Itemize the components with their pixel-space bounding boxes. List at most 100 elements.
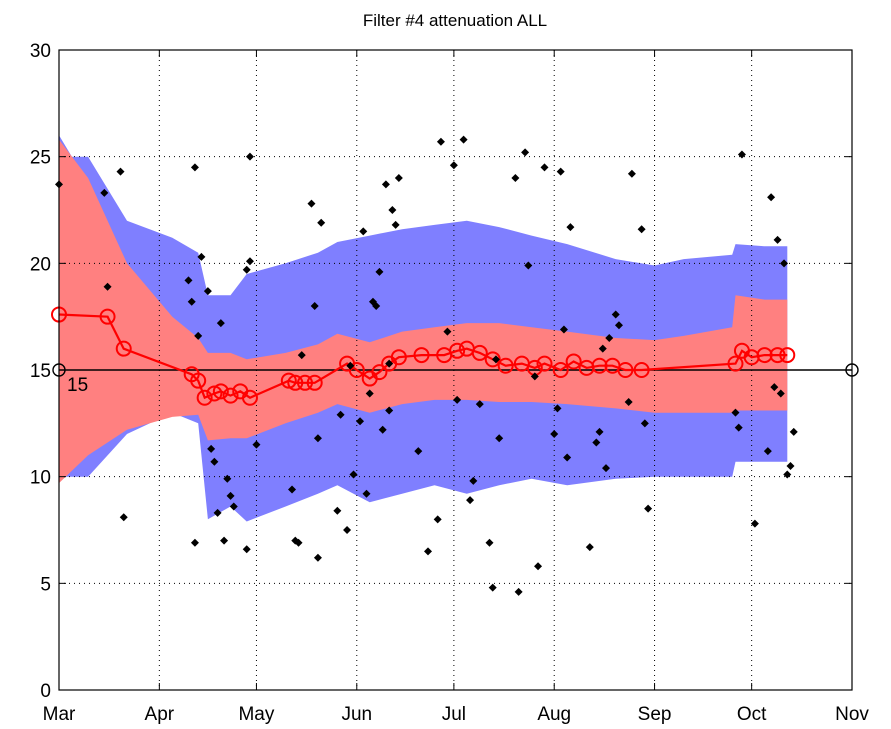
- scatter-point: [119, 513, 128, 522]
- scatter-point: [495, 434, 504, 443]
- scatter-point: [288, 485, 297, 494]
- x-tick-label: Jun: [341, 704, 372, 725]
- y-tick-label: 30: [30, 41, 51, 62]
- scatter-point: [346, 361, 355, 370]
- scatter-point: [514, 587, 523, 596]
- mean-point: [617, 362, 634, 378]
- scatter-point: [423, 547, 432, 556]
- mean-point: [390, 349, 407, 366]
- mean-point: [280, 372, 297, 389]
- scatter-point: [385, 406, 394, 415]
- scatter-point: [242, 265, 251, 274]
- y-tick-label: 20: [30, 254, 51, 275]
- scatter-point: [242, 545, 251, 554]
- scatter-point: [786, 462, 795, 470]
- axes-layer: Mar Apr May Jun Jul Aug Sep Oct Nov 0 5 10 15 20 25 30: [30, 41, 870, 725]
- scatter-point: [637, 225, 646, 234]
- scatter-point: [356, 417, 365, 426]
- mean-point: [552, 362, 569, 378]
- scatter-point: [614, 321, 623, 330]
- y-tick-label: 0: [40, 681, 51, 702]
- scatter-point: [475, 400, 484, 409]
- scatter-point: [378, 425, 387, 434]
- scatter-point: [605, 334, 614, 342]
- scatter-point: [644, 504, 653, 513]
- mean-point: [348, 362, 365, 378]
- mean-point: [206, 385, 223, 402]
- mean-point: [727, 355, 744, 372]
- scatter-point: [598, 344, 607, 353]
- scatter-layer: [55, 135, 798, 596]
- mean-point: [371, 364, 388, 381]
- mean-point: [591, 357, 608, 374]
- scatter-point: [585, 543, 594, 552]
- scatter-point: [466, 496, 475, 505]
- scatter-point: [372, 302, 381, 310]
- mean-point: [190, 372, 207, 389]
- scatter-point: [750, 519, 759, 528]
- mean-point: [212, 383, 229, 400]
- scatter-point: [540, 163, 549, 172]
- scatter-point: [194, 331, 203, 340]
- x-tick-label: Nov: [835, 704, 869, 725]
- scatter-point: [521, 148, 530, 157]
- scatter-point: [207, 444, 216, 453]
- scatter-point: [116, 167, 125, 176]
- scatter-point: [449, 161, 458, 170]
- scatter-point: [433, 515, 442, 524]
- scatter-point: [100, 188, 109, 197]
- x-tick-label: May: [238, 704, 274, 725]
- mean-point: [196, 389, 213, 406]
- scatter-point: [530, 372, 539, 381]
- scatter-point: [488, 583, 497, 592]
- y-tick-label: 25: [30, 148, 51, 169]
- scatter-point: [388, 206, 397, 214]
- scatter-point: [229, 502, 238, 511]
- mean-point: [779, 347, 796, 364]
- scatter-point: [310, 302, 319, 310]
- scatter-point: [602, 464, 611, 473]
- scatter-point: [210, 457, 219, 466]
- reference-label: 15: [67, 375, 88, 396]
- scatter-point: [385, 359, 394, 368]
- scatter-point: [336, 410, 345, 419]
- scatter-point: [767, 193, 776, 202]
- mean-point: [565, 353, 582, 370]
- scatter-point: [737, 150, 746, 159]
- scatter-point: [414, 447, 423, 456]
- scatter-point: [524, 261, 533, 270]
- scatter-point: [223, 474, 232, 483]
- y-tick-label: 10: [30, 468, 51, 489]
- x-tick-label: Jul: [442, 704, 466, 725]
- scatter-point: [394, 174, 403, 182]
- scatter-point: [763, 447, 772, 456]
- mean-point: [241, 389, 258, 406]
- scatter-point: [313, 553, 322, 562]
- scatter-point: [595, 427, 604, 436]
- scatter-point: [103, 282, 112, 291]
- scatter-point: [592, 438, 601, 447]
- mean-line: [58, 313, 788, 400]
- x-tick-label: Oct: [737, 704, 767, 725]
- scatter-point: [245, 152, 254, 161]
- mean-point: [471, 344, 488, 361]
- mean-point: [769, 347, 786, 364]
- scatter-point: [333, 506, 342, 515]
- scatter-point: [770, 383, 779, 392]
- scatter-point: [365, 389, 374, 398]
- scatter-point: [203, 287, 212, 296]
- scatter-point: [459, 135, 468, 144]
- scatter-point: [624, 398, 633, 406]
- scatter-point: [294, 538, 303, 547]
- scatter-point: [773, 235, 782, 244]
- mean-point: [99, 308, 116, 325]
- chart-title: Filter #4 attenuation ALL: [363, 11, 547, 30]
- scatter-point: [491, 355, 500, 364]
- scatter-point: [343, 526, 352, 534]
- scatter-point: [734, 423, 743, 432]
- scatter-point: [190, 538, 199, 547]
- mean-point: [497, 357, 514, 374]
- mean-point: [296, 374, 313, 391]
- scatter-point: [534, 562, 543, 571]
